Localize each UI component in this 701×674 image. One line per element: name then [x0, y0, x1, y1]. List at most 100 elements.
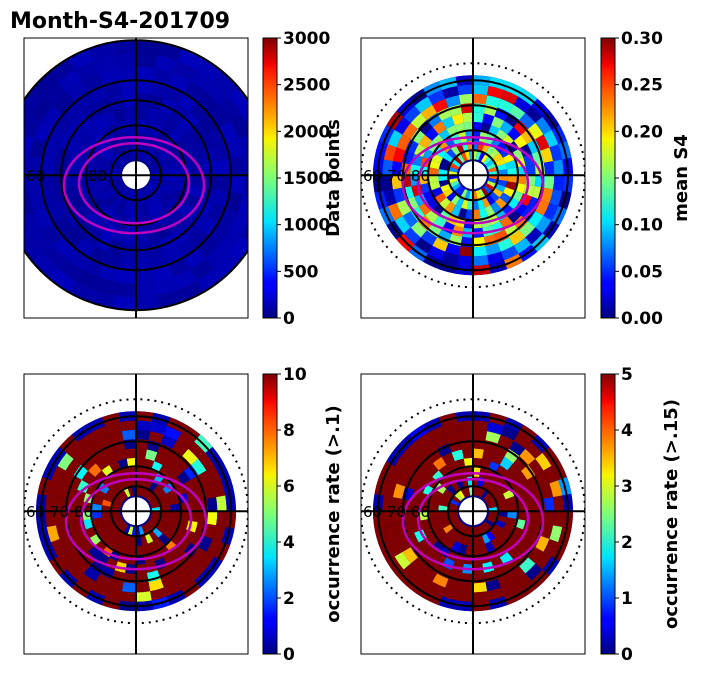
heatmap-cell: [485, 95, 501, 108]
auroral-oval: [416, 477, 530, 561]
heatmap-cell: [410, 112, 427, 129]
colorbar-tick-label: 4: [621, 421, 633, 441]
heatmap-cell: [488, 177, 498, 184]
heatmap-cell: [184, 464, 199, 480]
colorbar-tick-label: 0.00: [621, 309, 663, 329]
heatmap-cell: [402, 547, 418, 564]
heatmap-cell: [162, 482, 175, 494]
heatmap-cell: [438, 515, 450, 524]
heatmap-cell: [494, 107, 509, 121]
heatmap-cell: [214, 253, 240, 279]
heatmap-cell: [509, 104, 526, 121]
latitude-label: 60: [363, 167, 382, 185]
heatmap-cell: [475, 150, 482, 161]
heatmap-cell: [465, 545, 473, 556]
heatmap-cell: [543, 129, 559, 148]
heatmap-cell: [462, 112, 473, 123]
heatmap-cell: [120, 420, 136, 432]
heatmap-cell: [387, 203, 403, 221]
heatmap-cell: [66, 81, 89, 103]
heatmap-cell: [151, 506, 162, 512]
heatmap-cell: [113, 185, 126, 198]
colorbar: 0 500 1000 1500 2000 2500 3000 Data points: [262, 29, 344, 329]
heatmap-cell: [489, 191, 500, 202]
heatmap-cell: [101, 110, 117, 127]
panel-bottom-right: 60 70 80 0 1 2 3 4 5 occurrence rate (>.15): [360, 365, 682, 665]
heatmap-cell: [418, 470, 433, 485]
heatmap-cell: [90, 581, 109, 597]
heatmap-cell: [150, 252, 169, 270]
heatmap-cell: [410, 464, 425, 480]
heatmap-cell: [182, 448, 199, 465]
heatmap-cell: [117, 149, 128, 163]
latitude-label: 70: [387, 503, 406, 521]
heatmap-cell: [149, 180, 164, 190]
heatmap-cell: [176, 432, 195, 449]
heatmap-cell: [455, 197, 465, 208]
heatmap-cell: [448, 502, 458, 509]
heatmap-cell: [494, 565, 509, 579]
heatmap-cell: [95, 573, 112, 588]
heatmap-cell: [136, 66, 155, 82]
heatmap-cell: [442, 152, 454, 163]
heatmap-cell: [1, 175, 16, 198]
heatmap-cell: [439, 141, 451, 153]
latitude-label: 80: [74, 503, 93, 521]
heatmap-cell: [159, 499, 171, 507]
heatmap-cell: [147, 541, 158, 553]
heatmap-cell: [168, 496, 180, 506]
heatmap-cell: [109, 527, 120, 538]
heatmap-cell: [519, 112, 536, 129]
heatmap-cell: [391, 175, 403, 190]
heatmap-cell: [414, 193, 427, 207]
heatmap-cell: [141, 202, 151, 217]
heatmap-cell: [487, 251, 505, 265]
heatmap-cell: [535, 199, 550, 216]
heatmap-cell: [495, 197, 507, 209]
heatmap-cell: [494, 443, 509, 457]
heatmap-cell: [108, 431, 124, 444]
heatmap-cell: [216, 511, 227, 527]
heatmap-cell: [446, 191, 457, 202]
heatmap-cell: [191, 547, 207, 564]
heatmap-cell: [450, 481, 461, 492]
heatmap-cell: [505, 160, 517, 170]
heatmap-cell: [451, 449, 464, 462]
heatmap-cell: [190, 532, 204, 548]
heatmap-cell: [101, 511, 112, 518]
heatmap-cell: [155, 223, 171, 240]
heatmap-cell: [96, 185, 111, 197]
heatmap-cell: [120, 591, 136, 602]
heatmap-cell: [176, 573, 195, 590]
heatmap-cell: [383, 144, 397, 162]
heatmap-cell: [160, 505, 171, 512]
heatmap-cell: [429, 517, 441, 527]
heatmap-cell: [479, 543, 489, 555]
heatmap-cell: [54, 497, 66, 512]
heatmap-cell: [481, 197, 491, 208]
heatmap-cell: [183, 81, 206, 103]
heatmap-cell: [167, 448, 183, 464]
heatmap-cell: [466, 536, 473, 546]
heatmap-cell: [403, 105, 421, 123]
heatmap-cell: [535, 470, 550, 487]
heatmap-cell: [513, 456, 529, 471]
heatmap-cell: [46, 480, 60, 498]
heatmap-cell: [238, 194, 248, 216]
heatmap-cell: [184, 140, 201, 157]
heatmap-cell: [197, 236, 220, 259]
heatmap-cell: [98, 68, 120, 86]
heatmap-cell: [396, 470, 411, 487]
heatmap-cell: [499, 528, 512, 540]
heatmap-cell: [190, 475, 204, 490]
heatmap-cell: [114, 200, 127, 216]
heatmap-cell: [113, 530, 124, 542]
heatmap-cell: [525, 164, 536, 176]
heatmap-cell: [543, 465, 559, 484]
auroral-oval: [401, 471, 545, 571]
latitude-label: 60: [26, 167, 45, 185]
heatmap-cell: [163, 160, 178, 171]
heatmap-cell: [77, 573, 96, 590]
heatmap-cell: [74, 92, 95, 113]
heatmap-cell: [528, 211, 544, 228]
